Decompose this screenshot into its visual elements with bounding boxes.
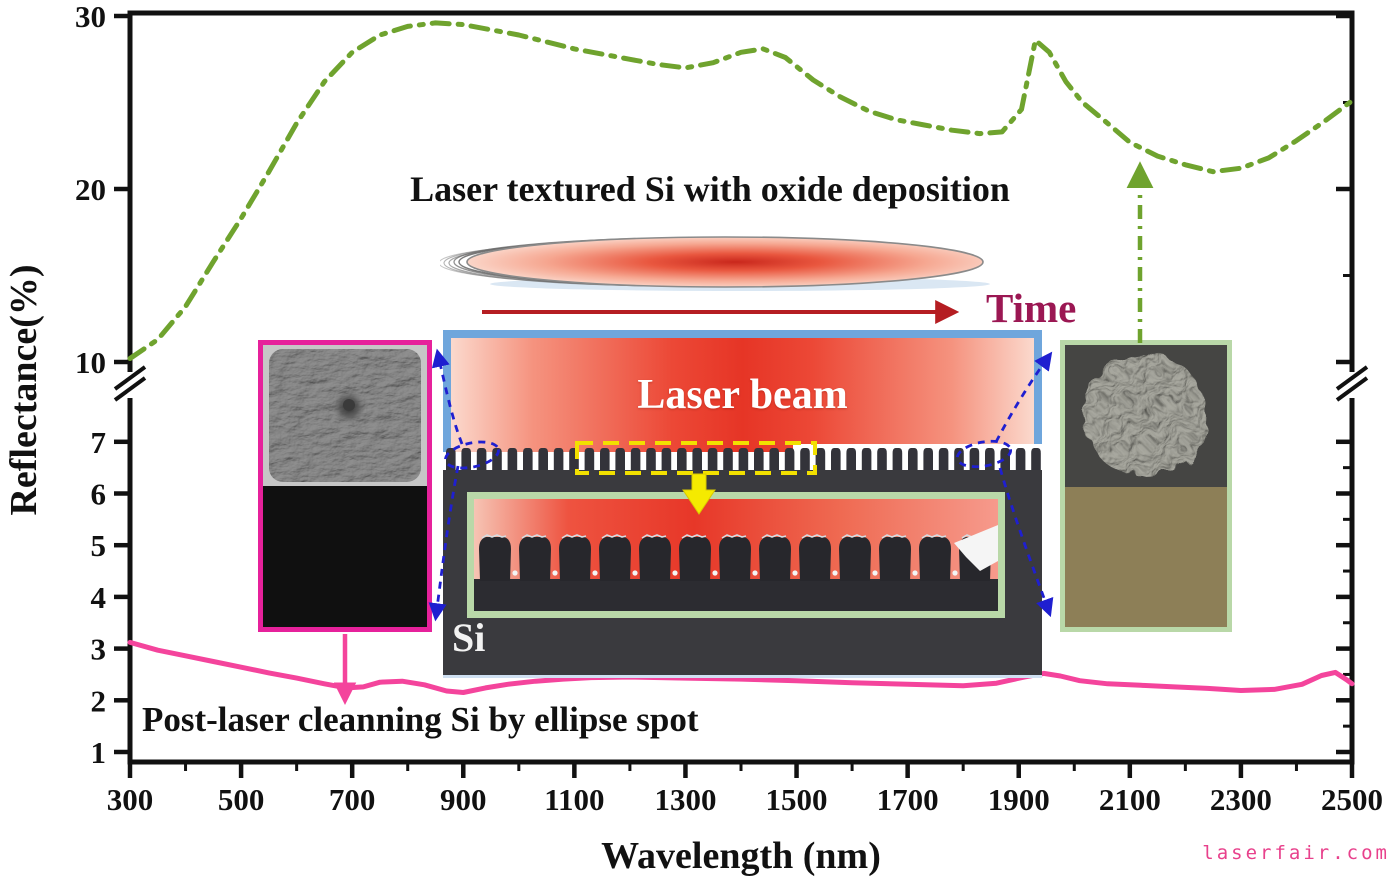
time-label: Time [986, 285, 1077, 331]
svg-text:6: 6 [91, 477, 107, 512]
yellow-zoom-arrow [682, 473, 716, 515]
texture-zoom-drawing [474, 499, 998, 611]
svg-text:1100: 1100 [544, 782, 604, 817]
pink-series-label: Post-laser cleanning Si by ellipse spot [142, 700, 699, 739]
svg-text:1: 1 [91, 735, 107, 770]
si-label: Si [452, 615, 486, 660]
svg-text:30: 30 [75, 0, 106, 34]
right-inset-oxide-deposit [1060, 340, 1232, 632]
texture-zoom-inset [467, 492, 1005, 618]
blue-callout-ellipse-right [955, 439, 1013, 469]
cleaned-si-sample-photo [263, 486, 427, 627]
series-curve-0 [127, 20, 1355, 361]
laser-beam-label: Laser beam [637, 372, 848, 418]
x-axis-title: Wavelength (nm) [601, 835, 881, 877]
svg-text:500: 500 [218, 782, 265, 817]
svg-text:2: 2 [91, 683, 107, 718]
blue-connector-right-top [994, 351, 1053, 443]
svg-text:1700: 1700 [877, 782, 939, 817]
svg-text:2100: 2100 [1099, 782, 1161, 817]
series-curve-1 [127, 639, 1355, 695]
svg-text:10: 10 [75, 345, 106, 380]
svg-text:1300: 1300 [654, 782, 716, 817]
svg-text:4: 4 [91, 580, 107, 615]
svg-text:1900: 1900 [988, 782, 1050, 817]
watermark: laserfair.com [1202, 842, 1390, 864]
green-series-label: Laser textured Si with oxide deposition [410, 169, 1010, 209]
yellow-selection-rect [575, 441, 817, 475]
svg-text:700: 700 [329, 782, 376, 817]
laser-beam-box: Laser beam [443, 330, 1042, 452]
axes: 300 500 700 900 1100 1300 1500 1700 1900 2100 2300… [75, 0, 1383, 817]
svg-text:1500: 1500 [766, 782, 828, 817]
laser-spot [466, 236, 984, 288]
svg-text:5: 5 [91, 528, 107, 563]
curves [127, 20, 1355, 695]
blue-connector-right-bottom [998, 467, 1054, 618]
sem-image-oxide-deposit [1065, 345, 1227, 487]
svg-text:300: 300 [107, 782, 154, 817]
svg-text:20: 20 [75, 172, 106, 207]
blue-callout-ellipse-left [444, 440, 500, 470]
melt-white-wedge [954, 525, 998, 571]
oxide-si-sample-photo [1065, 487, 1227, 627]
blue-connector-left-bottom [428, 465, 460, 622]
svg-text:7: 7 [91, 425, 107, 460]
svg-text:2500: 2500 [1321, 782, 1383, 817]
blue-connector-left-top [431, 348, 464, 445]
sem-image-cleaned-spot [263, 345, 427, 486]
svg-text:3: 3 [91, 632, 107, 667]
left-inset-cleaned-spot [258, 340, 432, 632]
svg-text:2300: 2300 [1210, 782, 1272, 817]
svg-text:900: 900 [440, 782, 487, 817]
laser-spot-ellipse [440, 236, 990, 291]
y-axis-title: Reflectance(%) [3, 264, 45, 516]
